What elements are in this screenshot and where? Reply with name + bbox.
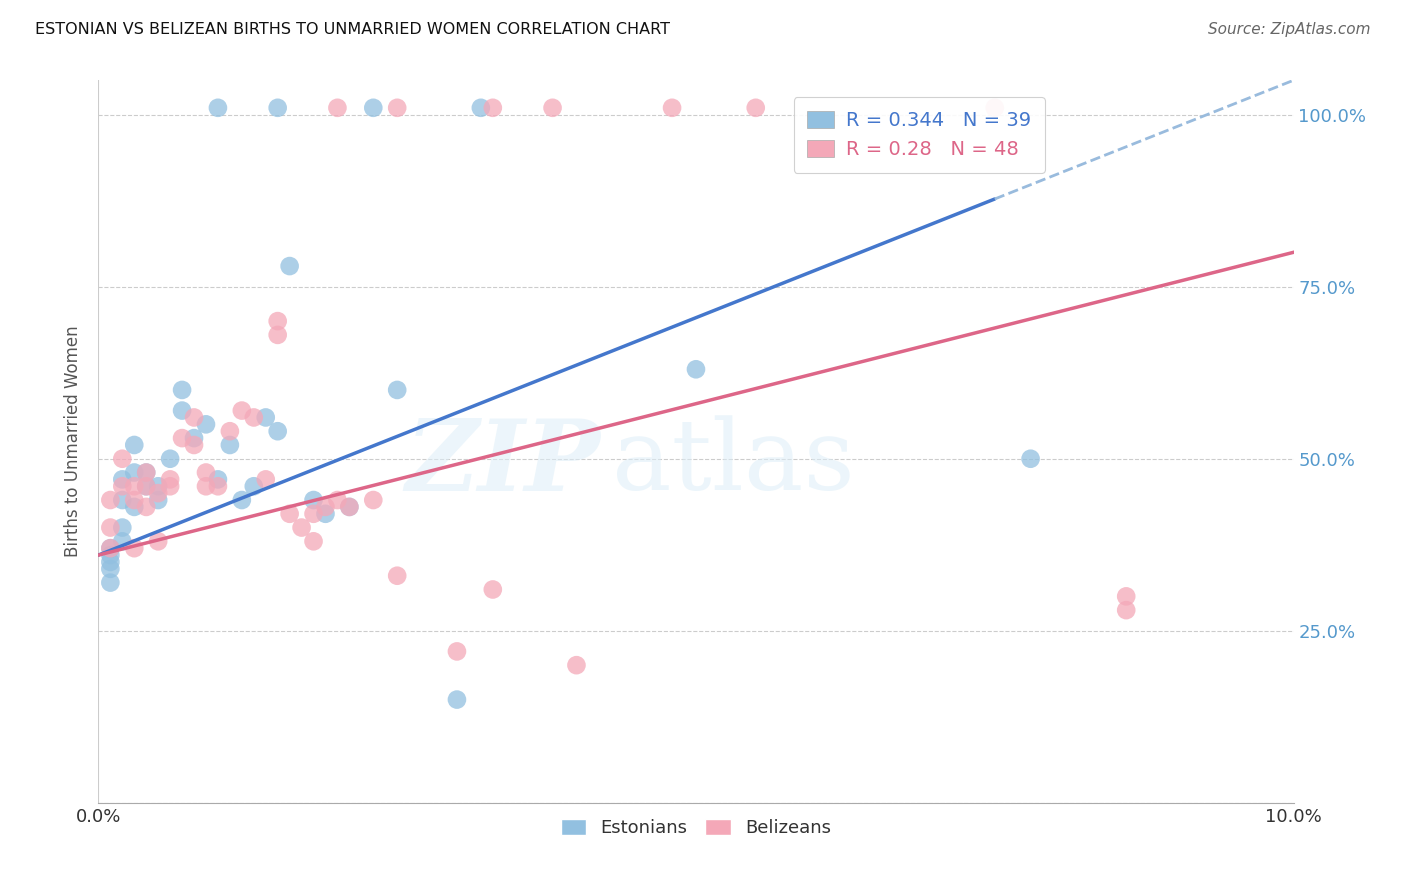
Point <box>135 479 157 493</box>
Point <box>326 493 349 508</box>
Point <box>326 101 349 115</box>
Point <box>183 431 205 445</box>
Point <box>219 424 242 438</box>
Point <box>315 500 337 514</box>
Point <box>148 493 170 508</box>
Point <box>363 101 385 115</box>
Point <box>135 500 157 514</box>
Point <box>385 101 409 115</box>
Point <box>315 507 337 521</box>
Point <box>254 472 277 486</box>
Point <box>243 410 266 425</box>
Point <box>470 101 492 115</box>
Point <box>254 410 277 425</box>
Point <box>385 383 409 397</box>
Point <box>159 451 181 466</box>
Point <box>98 520 122 534</box>
Point <box>267 101 290 115</box>
Point <box>278 259 301 273</box>
Point <box>135 466 157 480</box>
Point <box>98 555 122 569</box>
Point <box>98 562 122 576</box>
Point <box>339 500 361 514</box>
Point <box>302 507 325 521</box>
Point <box>1115 603 1137 617</box>
Point <box>446 692 468 706</box>
Text: Source: ZipAtlas.com: Source: ZipAtlas.com <box>1208 22 1371 37</box>
Point <box>541 101 564 115</box>
Point <box>267 424 290 438</box>
Point <box>98 575 122 590</box>
Point <box>565 658 588 673</box>
Y-axis label: Births to Unmarried Women: Births to Unmarried Women <box>65 326 83 558</box>
Point <box>243 479 266 493</box>
Point <box>124 479 146 493</box>
Point <box>135 466 157 480</box>
Point <box>98 548 122 562</box>
Point <box>98 541 122 556</box>
Point <box>231 493 253 508</box>
Point <box>183 410 205 425</box>
Text: atlas: atlas <box>613 416 855 511</box>
Point <box>124 438 146 452</box>
Point <box>159 479 181 493</box>
Point <box>98 493 122 508</box>
Point <box>302 534 325 549</box>
Point <box>482 101 505 115</box>
Point <box>385 568 409 582</box>
Point <box>124 500 146 514</box>
Point <box>124 466 146 480</box>
Point <box>219 438 242 452</box>
Point <box>195 479 218 493</box>
Point <box>231 403 253 417</box>
Point <box>148 479 170 493</box>
Point <box>685 362 707 376</box>
Point <box>1115 590 1137 604</box>
Point <box>159 472 181 486</box>
Point <box>482 582 505 597</box>
Point <box>446 644 468 658</box>
Point <box>172 431 194 445</box>
Point <box>124 493 146 508</box>
Point <box>661 101 683 115</box>
Point <box>111 534 134 549</box>
Legend: Estonians, Belizeans: Estonians, Belizeans <box>554 812 838 845</box>
Point <box>98 541 122 556</box>
Point <box>291 520 314 534</box>
Point <box>207 101 229 115</box>
Point <box>207 479 229 493</box>
Point <box>148 534 170 549</box>
Text: ZIP: ZIP <box>405 415 600 511</box>
Point <box>111 472 134 486</box>
Point <box>207 472 229 486</box>
Point <box>183 438 205 452</box>
Point <box>172 403 194 417</box>
Point <box>195 466 218 480</box>
Point <box>172 383 194 397</box>
Point <box>267 327 290 342</box>
Point <box>267 314 290 328</box>
Point <box>339 500 361 514</box>
Point <box>1019 451 1042 466</box>
Point <box>195 417 218 432</box>
Point <box>111 493 134 508</box>
Point <box>135 479 157 493</box>
Point <box>124 541 146 556</box>
Point <box>111 451 134 466</box>
Point <box>363 493 385 508</box>
Point <box>148 486 170 500</box>
Text: ESTONIAN VS BELIZEAN BIRTHS TO UNMARRIED WOMEN CORRELATION CHART: ESTONIAN VS BELIZEAN BIRTHS TO UNMARRIED… <box>35 22 671 37</box>
Point <box>984 101 1007 115</box>
Point <box>278 507 301 521</box>
Point <box>111 479 134 493</box>
Point <box>111 520 134 534</box>
Point <box>745 101 768 115</box>
Point <box>302 493 325 508</box>
